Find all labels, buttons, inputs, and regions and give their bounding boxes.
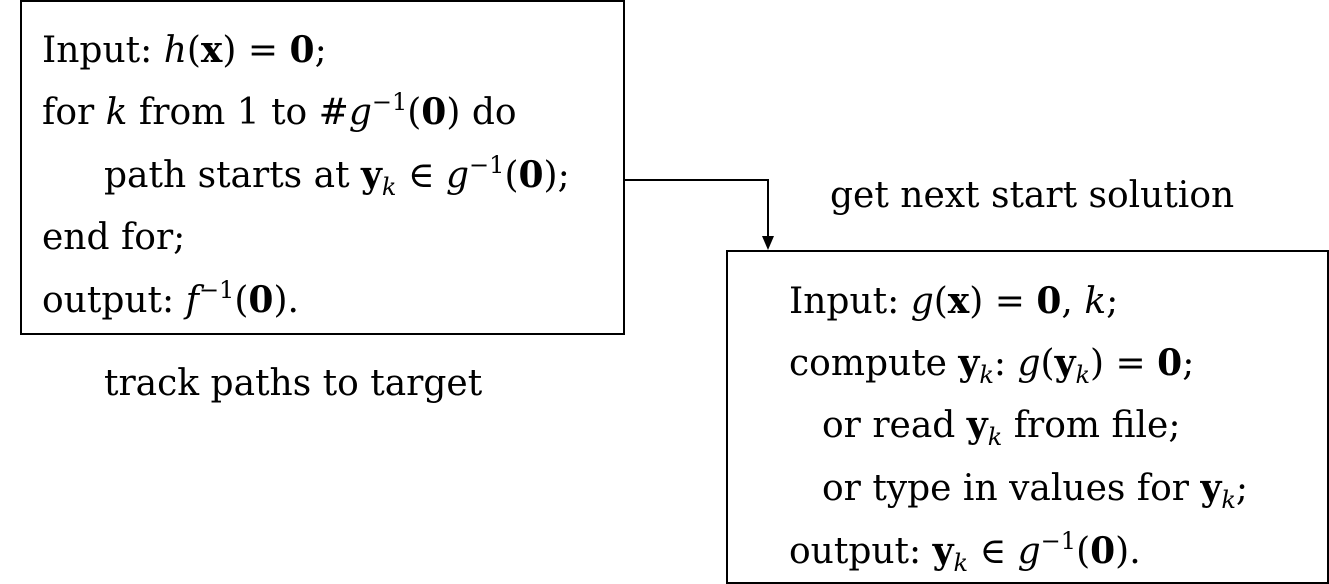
tracker-endfor-line: end for; xyxy=(42,217,186,258)
tracker-output-line: output: f−1(0). xyxy=(42,276,299,321)
arrow-caption: get next start solution xyxy=(830,175,1235,216)
generator-read-line: or read yk from file; xyxy=(822,404,1181,451)
generator-output-line: output: yk ∈ g−1(0). xyxy=(789,527,1141,577)
generator-input-line: Input: g(x) = 0, k; xyxy=(789,280,1119,322)
path-tracker-box xyxy=(20,0,625,335)
tracker-caption: track paths to target xyxy=(104,363,483,404)
tracker-input-line: Input: h(x) = 0; xyxy=(42,29,327,71)
generator-type-line: or type in values for yk; xyxy=(822,467,1249,514)
tracker-for-line: for k from 1 to #g−1(0) do xyxy=(42,88,517,133)
generator-compute-line: compute yk: g(yk) = 0; xyxy=(789,342,1195,389)
start-solution-box xyxy=(726,250,1329,584)
tracker-path-line: path starts at yk ∈ g−1(0); xyxy=(104,151,570,201)
